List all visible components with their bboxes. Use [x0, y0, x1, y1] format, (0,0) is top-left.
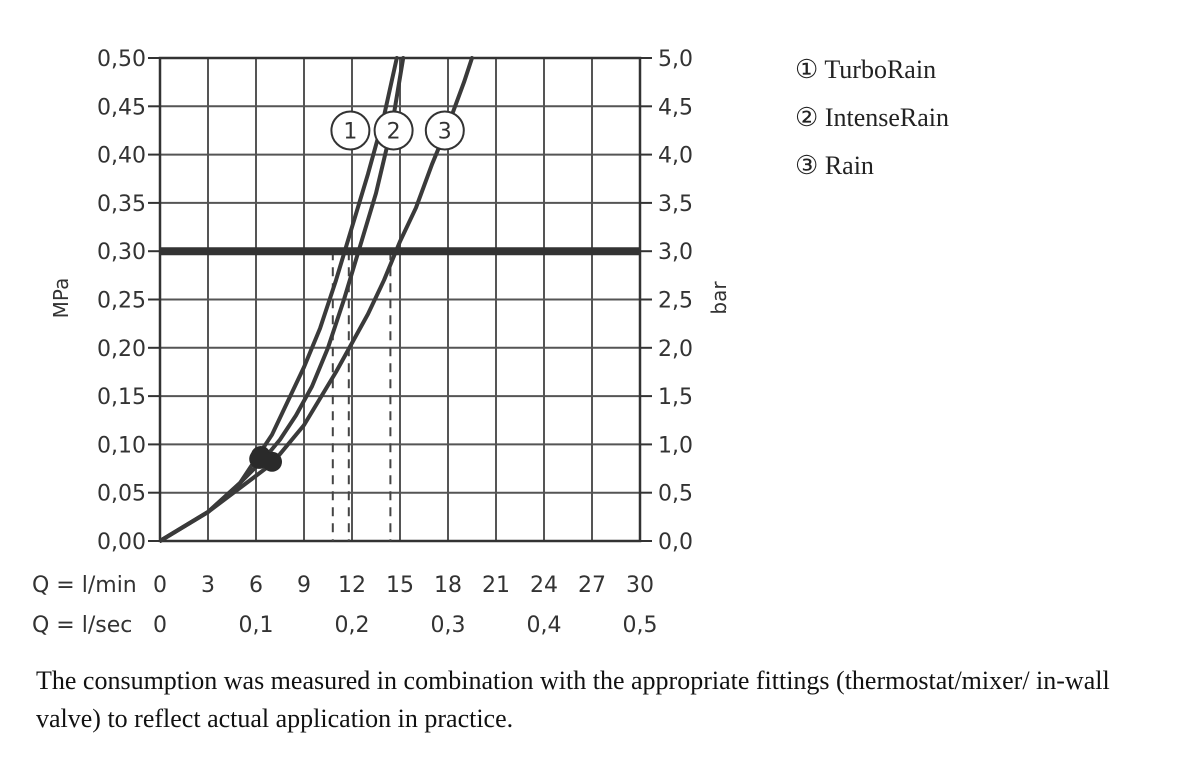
y-tick-label-right: 3,0: [658, 240, 693, 265]
y-axis-label-left: MPa: [49, 278, 73, 319]
legend-item-turborain: ① TurboRain: [795, 52, 949, 100]
x-tick-label-lmin: 27: [578, 573, 606, 598]
plot-frame: [158, 56, 642, 543]
legend-label-intenserain: IntenseRain: [824, 103, 949, 132]
curve-label-3: 3: [438, 119, 452, 144]
curve-label-circle: [373, 110, 414, 151]
curve-label-2: 2: [387, 119, 401, 144]
y-tick-label-left: 0,30: [97, 240, 146, 265]
x-tick-label-lmin: 18: [434, 573, 462, 598]
legend: ① TurboRain ② IntenseRain ③ Rain: [795, 52, 949, 196]
y-tick-label-right: 2,5: [658, 289, 693, 314]
x-tick-label-lsec: 0,3: [431, 613, 466, 638]
y-tick-label-right: 4,5: [658, 95, 693, 120]
y-tick-label-right: 1,5: [658, 385, 693, 410]
legend-item-rain: ③ Rain: [795, 148, 949, 196]
x-tick-label-lmin: 24: [530, 573, 558, 598]
y-tick-label-right: 0,0: [658, 530, 693, 555]
y-tick-label-left: 0,25: [97, 289, 146, 314]
x-tick-label-lmin: 15: [386, 573, 414, 598]
legend-item-intenserain: ② IntenseRain: [795, 100, 949, 148]
legend-label-rain: Rain: [824, 151, 874, 180]
x-tick-label-lmin: 30: [626, 573, 654, 598]
y-tick-label-right: 4,0: [658, 144, 693, 169]
x-tick-label-lsec: 0,5: [623, 613, 658, 638]
y-tick-label-left: 0,45: [97, 95, 146, 120]
y-tick-label-right: 0,5: [658, 482, 693, 507]
legend-number-2: ②: [795, 103, 819, 132]
x-tick-label-lmin: 9: [297, 573, 311, 598]
y-tick-label-left: 0,10: [97, 433, 146, 458]
y-tick-label-right: 1,0: [658, 433, 693, 458]
curve-label-1: 1: [343, 119, 357, 144]
x-tick-label-lsec: 0,4: [527, 613, 562, 638]
x-tick-label-lsec: 0,1: [239, 613, 274, 638]
legend-number-1: ①: [795, 55, 819, 84]
x-tick-label-lmin: 0: [153, 573, 167, 598]
y-tick-label-left: 0,00: [97, 530, 146, 555]
flow-pressure-chart: 0,000,050,100,150,200,250,300,350,400,45…: [32, 47, 731, 638]
x-tick-label-lmin: 12: [338, 573, 366, 598]
y-tick-label-left: 0,20: [97, 337, 146, 362]
y-tick-label-left: 0,50: [97, 47, 146, 72]
y-tick-label-left: 0,35: [97, 192, 146, 217]
y-tick-label-right: 2,0: [658, 337, 693, 362]
measurement-note: The consumption was measured in combinat…: [36, 666, 1110, 733]
series-line-intenserain: [160, 56, 406, 543]
x-tick-label-lsec: 0,2: [335, 613, 370, 638]
x-tick-label-lmin: 3: [201, 573, 215, 598]
y-tick-label-right: 5,0: [658, 47, 693, 72]
marker-point-rain: [262, 451, 282, 472]
curve-label-circle: [330, 110, 371, 151]
curve-label-circle: [424, 110, 465, 151]
x-axis-label-lsec: Q = l/sec: [32, 613, 132, 638]
y-tick-label-left: 0,15: [97, 385, 146, 410]
x-tick-label-lmin: 6: [249, 573, 263, 598]
y-tick-label-left: 0,40: [97, 144, 146, 169]
legend-number-3: ③: [795, 151, 819, 180]
y-tick-label-left: 0,05: [97, 482, 146, 507]
x-tick-label-lsec: 0: [153, 613, 167, 638]
x-tick-label-lmin: 21: [482, 573, 510, 598]
y-tick-label-right: 3,5: [658, 192, 693, 217]
legend-label-turborain: TurboRain: [824, 55, 937, 84]
x-axis-label-lmin: Q = l/min: [32, 573, 137, 598]
y-axis-label-right: bar: [707, 281, 731, 315]
